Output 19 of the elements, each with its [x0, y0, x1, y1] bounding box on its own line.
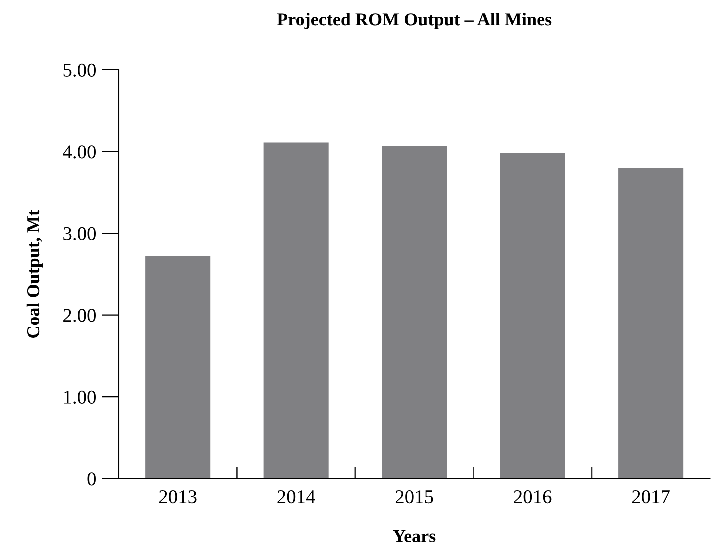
bar	[382, 146, 448, 479]
y-tick-label: 3.00	[64, 227, 96, 241]
bar	[146, 256, 211, 479]
y-tick-label: 1.00	[64, 390, 96, 404]
y-tick-label: 4.00	[63, 146, 96, 159]
x-axis-title: Years	[393, 530, 436, 542]
x-tick-label: 2014	[278, 490, 316, 504]
bar	[500, 153, 566, 479]
y-tick-label: 2.00	[64, 309, 96, 322]
x-tick-label: 2013	[159, 490, 197, 504]
y-axis-title: Coal Output, Mt	[26, 210, 44, 338]
bar	[264, 142, 329, 479]
x-tick-label: 2015	[396, 490, 434, 504]
chart-title: Projected ROM Output – All Mines	[277, 13, 552, 30]
x-tick-label: 2016	[514, 490, 552, 504]
y-tick-label: 5.00	[64, 64, 96, 78]
y-tick-label: 0	[88, 472, 96, 486]
bar	[618, 168, 684, 479]
x-tick-label: 2017	[632, 490, 670, 504]
